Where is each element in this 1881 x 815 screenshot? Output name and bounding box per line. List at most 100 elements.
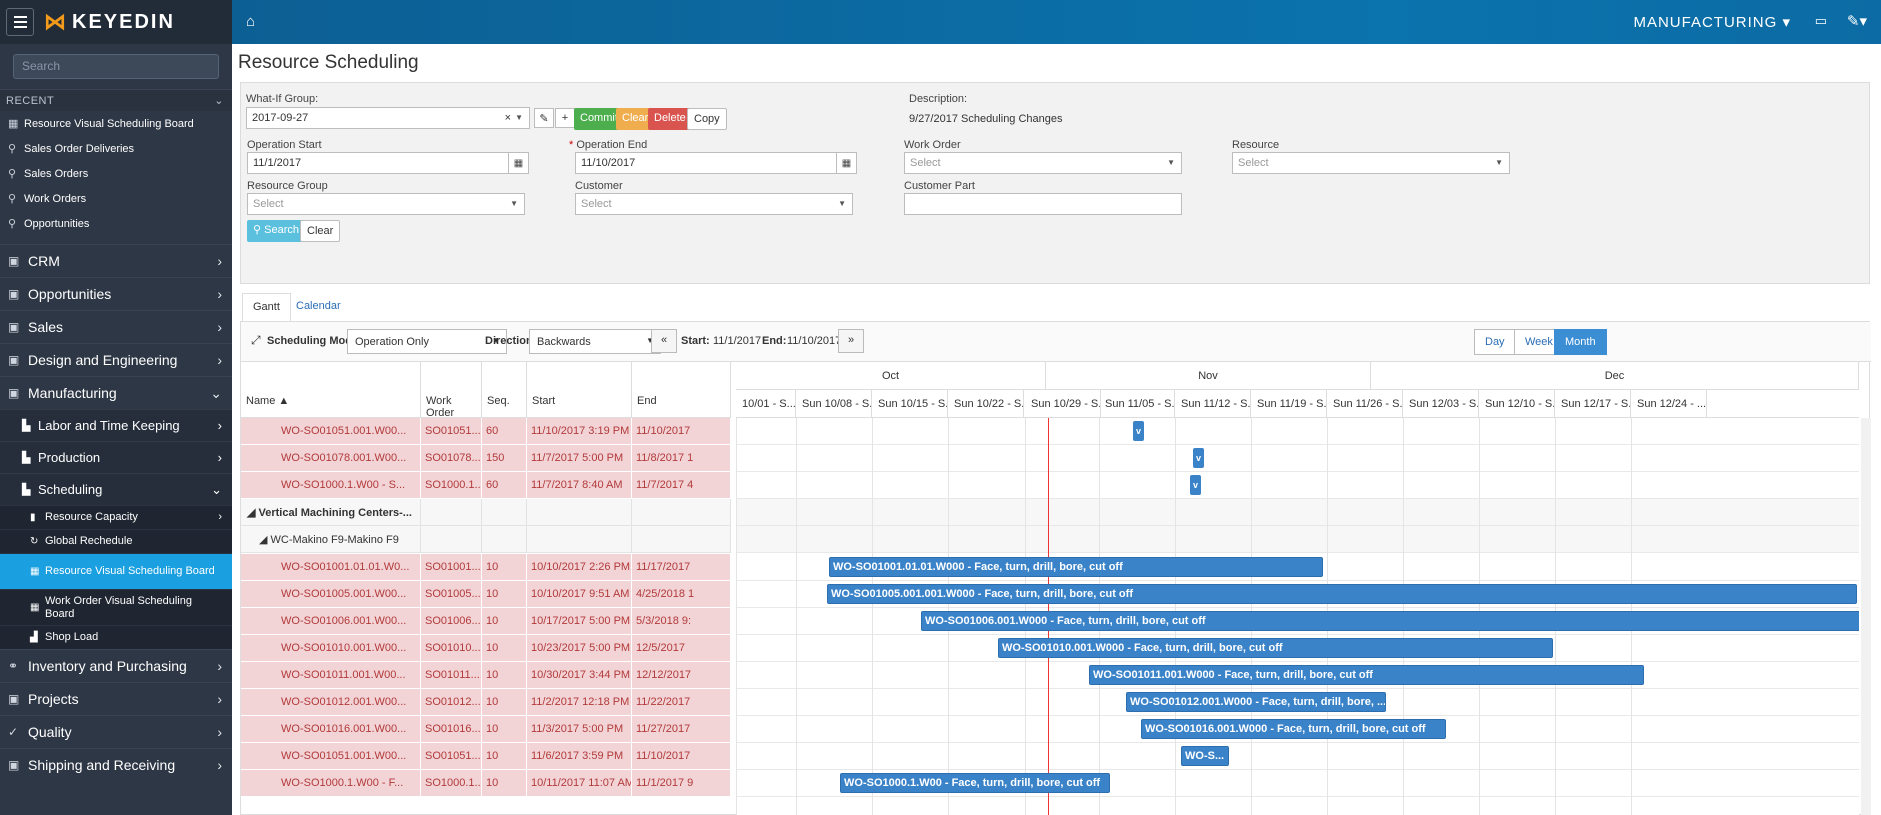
gantt-task-bar[interactable]: WO-SO01005.001.001.W000 - Face, turn, dr… <box>827 583 1857 604</box>
table-row[interactable]: WO-SO1000.1.W00 - S... SO1000.1.... 60 11/7… <box>241 472 731 500</box>
direction-select[interactable]: Backwards▼ <box>529 329 661 354</box>
table-row[interactable]: WO-SO01051.001.W00... SO01051.... 60 11/10/… <box>241 418 731 445</box>
table-row[interactable]: WO-SO01051.001.W00... SO01051.... 10 11/6/2… <box>241 743 731 771</box>
gantt-task-bar[interactable]: WO-SO01012.001.W000 - Face, turn, drill,… <box>1126 692 1386 712</box>
clear-filters-button[interactable]: Clear <box>300 220 341 242</box>
delete-button[interactable]: Delete <box>648 108 692 130</box>
group-row[interactable]: ◢ Vertical Machining Centers-... <box>241 499 731 527</box>
sidebar-search-input[interactable]: Search <box>13 54 219 79</box>
table-row[interactable]: WO-SO01078.001.W00... SO01078.... 150 11/7/… <box>241 445 731 473</box>
cell-wo: SO01012.... <box>421 689 482 716</box>
recent-header[interactable]: RECENT ⌄ <box>0 89 232 111</box>
next-period-button[interactable]: » <box>838 329 864 353</box>
chevron-down-icon: ▼ <box>838 199 846 208</box>
table-row[interactable]: WO-SO01001.01.01.W0... SO01001.... 10 10/10… <box>241 553 731 581</box>
sidebar-item-resource-capacity[interactable]: ▮ Resource Capacity › <box>0 505 232 529</box>
timeline-row <box>736 472 1859 500</box>
column-name[interactable]: Name ▲ <box>241 362 421 418</box>
home-icon[interactable]: ⌂ <box>246 13 256 30</box>
table-row[interactable]: WO-SO01005.001.W00... SO01005.... 10 10/10/… <box>241 580 731 608</box>
recent-item-label: Sales Order Deliveries <box>24 142 135 155</box>
operation-end-input[interactable]: 11/10/2017 ▦ <box>575 152 857 174</box>
module-selector[interactable]: MANUFACTURING ▾ <box>1633 14 1791 31</box>
calendar-icon[interactable]: ▦ <box>836 153 856 173</box>
sidebar-item-sales[interactable]: ▣ Sales › <box>0 310 232 343</box>
clear-whatif-button[interactable]: Clear <box>616 108 655 130</box>
sidebar-item-labor-and-time-keeping[interactable]: ▙ Labor and Time Keeping › <box>0 409 232 441</box>
gantt-task-bar[interactable]: WO-SO01010.001.W000 - Face, turn, drill,… <box>998 637 1553 658</box>
sidebar-item-production[interactable]: ▙ Production › <box>0 441 232 473</box>
column-start[interactable]: Start <box>527 362 632 418</box>
table-row[interactable]: WO-SO01010.001.W00... SO01010.... 10 10/23/… <box>241 634 731 662</box>
tab-calendar[interactable]: Calendar <box>296 300 341 312</box>
table-row[interactable]: WO-SO01006.001.W00... SO01006.... 10 10/17/… <box>241 607 731 635</box>
wrench-icon[interactable]: ✎▾ <box>1846 13 1867 30</box>
cell-wo: SO01006.... <box>421 607 482 635</box>
gantt-task-marker[interactable]: v <box>1193 448 1204 469</box>
recent-item[interactable]: ⚲ Sales Orders <box>0 161 232 186</box>
sidebar-item-scheduling[interactable]: ▙ Scheduling ⌄ <box>0 473 232 505</box>
sidebar-item-resource-visual-scheduling-board[interactable]: ▦ Resource Visual Scheduling Board <box>0 553 232 589</box>
day-view-button[interactable]: Day <box>1474 329 1516 355</box>
sidebar-item-manufacturing[interactable]: ▣ Manufacturing ⌄ <box>0 376 232 409</box>
scheduling-mode-select[interactable]: Operation Only ▼ <box>347 329 507 354</box>
sidebar-item-global-rechedule[interactable]: ↻ Global Rechedule <box>0 529 232 553</box>
cell-start: 10/30/2017 3:44 PM <box>527 661 632 689</box>
table-row[interactable]: WO-SO01016.001.W00... SO01016.... 10 11/3/2… <box>241 716 731 744</box>
menu-toggle-button[interactable] <box>6 8 34 36</box>
operation-start-input[interactable]: 11/1/2017 ▦ <box>247 152 529 174</box>
resource-group-select[interactable]: Select ▼ <box>247 193 525 215</box>
recent-item[interactable]: ⚲ Sales Order Deliveries <box>0 136 232 161</box>
whatif-group-select[interactable]: 2017-09-27 × ▼ <box>246 107 530 129</box>
table-row[interactable]: WO-SO01012.001.W00... SO01012.... 10 11/2/2… <box>241 689 731 716</box>
calendar-icon[interactable]: ▦ <box>508 153 528 173</box>
sidebar-item-crm[interactable]: ▣ CRM › <box>0 244 232 277</box>
sidebar-item-work-order-visual-scheduling-board[interactable]: ▦ Work Order Visual Scheduling Board <box>0 589 232 625</box>
gantt-task-bar[interactable]: WO-SO01011.001.W000 - Face, turn, drill,… <box>1089 664 1644 685</box>
column-work-order[interactable]: Work Order <box>421 362 482 419</box>
table-row[interactable]: WO-SO01011.001.W00... SO01011.... 10 10/30/… <box>241 661 731 689</box>
operation-end-label: * Operation End <box>569 139 648 151</box>
customer-part-input[interactable] <box>904 193 1182 215</box>
table-row[interactable]: WO-SO1000.1.W00 - F... SO1000.1.... 10 10/1… <box>241 770 731 798</box>
briefcase-icon: ▣ <box>8 692 20 706</box>
resource-select[interactable]: Select ▼ <box>1232 152 1510 174</box>
customer-select[interactable]: Select ▼ <box>575 193 853 215</box>
gantt-task-bar[interactable]: WO-SO01001.01.01.W000 - Face, turn, dril… <box>829 556 1323 577</box>
sidebar-item-opportunities[interactable]: ▣ Opportunities › <box>0 277 232 310</box>
chevron-right-icon: › <box>217 658 222 674</box>
group-row[interactable]: ◢ WC-Makino F9-Makino F9 <box>241 526 731 554</box>
gantt-task-bar[interactable]: WO-SO01016.001.W000 - Face, turn, drill,… <box>1141 719 1446 740</box>
vertical-scrollbar[interactable] <box>1861 418 1871 815</box>
gantt-task-marker[interactable]: v <box>1133 421 1144 441</box>
previous-period-button[interactable]: « <box>651 329 677 353</box>
column-end[interactable]: End <box>632 362 731 418</box>
factory-icon: ▙ <box>22 452 31 464</box>
sidebar-item-design-and-engineering[interactable]: ▣ Design and Engineering › <box>0 343 232 376</box>
sidebar-item-inventory-and-purchasing[interactable]: ⚭ Inventory and Purchasing › <box>0 649 232 682</box>
inbox-icon[interactable]: ▭ <box>1814 13 1827 28</box>
gantt-task-marker[interactable]: v <box>1190 475 1201 496</box>
recent-item[interactable]: ⚲ Work Orders <box>0 186 232 211</box>
sidebar-item-quality[interactable]: ✓ Quality › <box>0 715 232 748</box>
gantt-task-bar[interactable]: WO-SO01006.001.W000 - Face, turn, drill,… <box>921 610 1859 631</box>
sidebar-item-projects[interactable]: ▣ Projects › <box>0 682 232 715</box>
add-icon[interactable]: + <box>555 108 575 128</box>
expand-icon[interactable]: ⤢ <box>251 333 261 347</box>
gantt-task-bar[interactable]: WO-S... <box>1181 746 1229 767</box>
sidebar-item-shipping-and-receiving[interactable]: ▣ Shipping and Receiving › <box>0 748 232 781</box>
recent-item[interactable]: ⚲ Opportunities <box>0 211 232 236</box>
clear-icon[interactable]: × <box>504 112 511 124</box>
search-button[interactable]: ⚲ Search <box>247 220 305 242</box>
edit-icon[interactable]: ✎ <box>534 108 554 128</box>
sidebar-item-shop-load[interactable]: ▟ Shop Load <box>0 625 232 649</box>
work-order-select[interactable]: Select ▼ <box>904 152 1182 174</box>
copy-button[interactable]: Copy <box>687 108 727 130</box>
tab-gantt[interactable]: Gantt <box>242 293 291 321</box>
recent-item[interactable]: ▦ Resource Visual Scheduling Board <box>0 111 232 136</box>
commit-button[interactable]: Commit <box>574 108 624 130</box>
keyedin-logo[interactable]: ⋈ KEYEDIN <box>44 9 175 34</box>
gantt-task-bar[interactable]: WO-SO1000.1.W00 - Face, turn, drill, bor… <box>840 773 1110 794</box>
month-view-button[interactable]: Month <box>1554 329 1607 355</box>
column-seq[interactable]: Seq. <box>482 362 527 418</box>
